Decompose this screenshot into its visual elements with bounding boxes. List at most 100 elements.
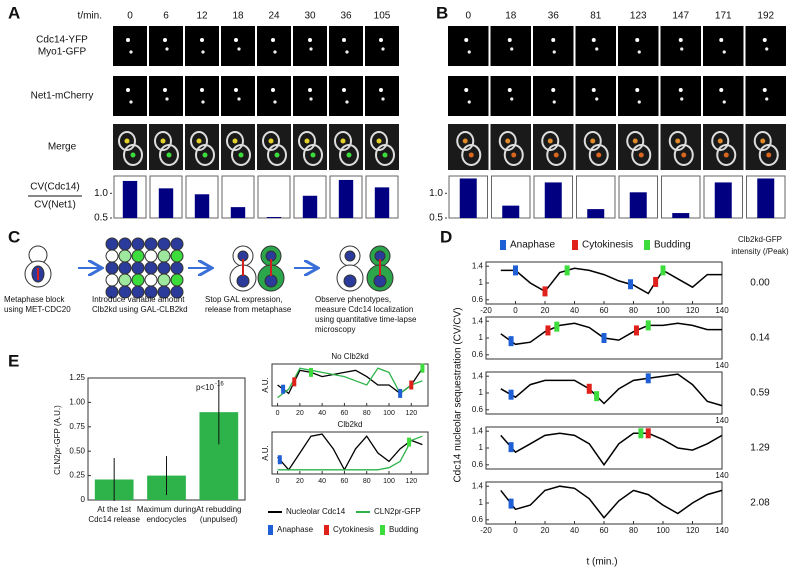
y-tick-label: 0.6 — [472, 405, 484, 414]
y-tick-label: 1 — [479, 333, 484, 342]
micrograph — [533, 124, 574, 170]
line — [500, 485, 723, 519]
x-tick-label: 20 — [541, 526, 550, 535]
y-tick-label: 0.5 — [429, 213, 443, 224]
cell-outline — [461, 144, 482, 166]
time-tick: 171 — [715, 11, 732, 22]
micrograph — [113, 26, 147, 66]
spot — [595, 97, 599, 101]
cell — [131, 261, 145, 275]
event-marker — [601, 333, 607, 343]
spot — [345, 100, 349, 104]
micrograph — [221, 76, 255, 116]
cell — [118, 285, 132, 299]
spot — [762, 88, 767, 92]
time-tick: 12 — [196, 11, 208, 22]
spot — [507, 88, 512, 92]
spot — [196, 138, 202, 144]
cell-outline — [262, 131, 280, 151]
time-tick: 81 — [590, 11, 602, 22]
spot — [232, 138, 238, 144]
legend-swatch — [268, 525, 273, 535]
y-tick-label: 0.6 — [472, 350, 484, 359]
cell — [157, 273, 171, 287]
intensity-label: 0.14 — [750, 333, 770, 344]
spot — [381, 47, 385, 51]
label-line: Cdc14 release — [88, 515, 140, 524]
intensity-label: 2.08 — [750, 498, 770, 509]
time-tick: 18 — [505, 11, 517, 22]
cell — [157, 261, 171, 275]
event-marker — [633, 325, 639, 336]
bar — [158, 188, 174, 218]
line — [500, 322, 722, 346]
y-tick-label: 0.6 — [472, 295, 484, 304]
legend-label: Anaphase — [277, 525, 314, 534]
y-tick-label: 0.75 — [69, 422, 85, 431]
micrograph — [448, 26, 489, 66]
spot — [722, 100, 726, 104]
spot — [678, 38, 683, 42]
cell — [118, 249, 132, 263]
spot — [376, 138, 382, 144]
legend-label: Cytokinesis — [333, 525, 374, 534]
spot — [382, 152, 388, 158]
spot — [464, 38, 469, 42]
spot — [635, 88, 640, 92]
cell-icons — [24, 237, 394, 299]
event-marker — [277, 455, 282, 465]
event-marker — [653, 276, 659, 287]
x-tick-label: 140 — [715, 471, 729, 480]
label-line: release from metaphase — [205, 305, 292, 314]
micrograph — [257, 26, 291, 66]
spot — [202, 152, 208, 158]
spot — [678, 88, 683, 92]
micrograph — [703, 124, 744, 170]
x-tick-label: 100 — [383, 478, 395, 485]
spot — [467, 50, 471, 54]
micrograph — [618, 26, 659, 66]
x-tick-label: 0 — [276, 478, 280, 485]
spot — [166, 152, 172, 158]
cell-outline — [154, 131, 172, 151]
micrograph — [745, 26, 786, 66]
time-tick: 24 — [268, 11, 280, 22]
spot — [237, 47, 241, 51]
spot — [163, 88, 167, 92]
time-tick: 18 — [232, 11, 244, 22]
spot — [596, 152, 602, 158]
event-marker — [628, 279, 634, 290]
x-tick-label: 0 — [513, 526, 518, 535]
panel-label: E — [8, 351, 19, 370]
label-line: Net1-mCherry — [31, 91, 94, 102]
spot — [511, 152, 517, 158]
cell — [105, 237, 119, 251]
x-tick-label: 20 — [541, 306, 550, 315]
spot — [551, 88, 556, 92]
cell-outline — [123, 144, 143, 166]
bar — [672, 213, 690, 218]
spot — [165, 47, 169, 51]
annotation-exponent: -16 — [215, 382, 224, 388]
micrograph — [490, 26, 531, 66]
spot — [165, 97, 169, 101]
spot — [464, 88, 469, 92]
cell — [144, 261, 158, 275]
spot — [468, 152, 474, 158]
cell — [157, 249, 171, 263]
y-axis-title: CLN2pr-GFP (A.U.) — [53, 405, 62, 475]
spot — [505, 138, 511, 144]
line — [500, 373, 723, 407]
legend-label: CLN2pr-GFP — [374, 507, 421, 516]
cell-outline — [334, 131, 352, 151]
event-marker — [586, 383, 592, 394]
cell — [118, 237, 132, 251]
spot — [200, 38, 204, 42]
plot-frame — [271, 431, 429, 475]
bar — [230, 207, 246, 218]
y-tick-label: 1.00 — [69, 398, 85, 407]
bar — [629, 192, 647, 218]
legend-label: Budding — [654, 240, 691, 251]
micrograph — [329, 124, 363, 170]
cell-outline — [673, 144, 694, 166]
